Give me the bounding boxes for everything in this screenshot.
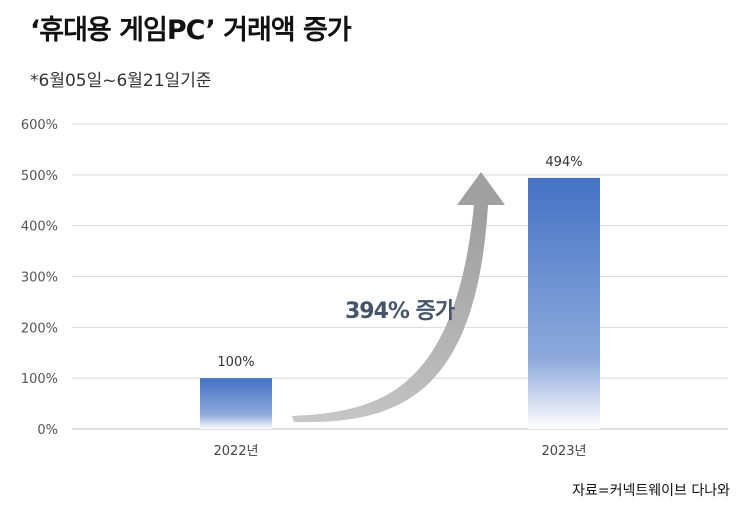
chart-subtitle: *6월05일~6월21일기준 bbox=[30, 71, 212, 91]
y-tick-label: 0% bbox=[37, 423, 58, 438]
bars: 100% 494% bbox=[200, 155, 600, 429]
bar bbox=[200, 378, 272, 429]
y-tick-label: 400% bbox=[21, 220, 58, 235]
gridlines bbox=[72, 123, 728, 430]
y-tick-label: 600% bbox=[21, 118, 58, 133]
y-tick-label: 300% bbox=[21, 271, 58, 286]
data-label: 100% bbox=[217, 355, 254, 370]
growth-arrow bbox=[292, 172, 505, 423]
growth-arrow-shape bbox=[292, 172, 505, 423]
y-tick-label: 200% bbox=[21, 321, 58, 336]
bar bbox=[528, 177, 600, 429]
data-label: 494% bbox=[545, 155, 582, 170]
source-note: 자료=커넥트웨이브 다나와 bbox=[572, 483, 730, 499]
y-axis: 0% 100% 200% 300% 400% 500% 600% bbox=[21, 118, 58, 438]
y-tick-label: 500% bbox=[21, 169, 58, 184]
chart-title: ‘휴대용 게임PC’ 거래액 증가 bbox=[30, 15, 352, 46]
y-tick-label: 100% bbox=[21, 372, 58, 387]
x-tick-label: 2022년 bbox=[213, 444, 258, 459]
x-axis: 2022년 2023년 bbox=[213, 444, 586, 459]
x-tick-label: 2023년 bbox=[541, 444, 586, 459]
growth-annotation: 394% 증가 bbox=[345, 299, 455, 324]
